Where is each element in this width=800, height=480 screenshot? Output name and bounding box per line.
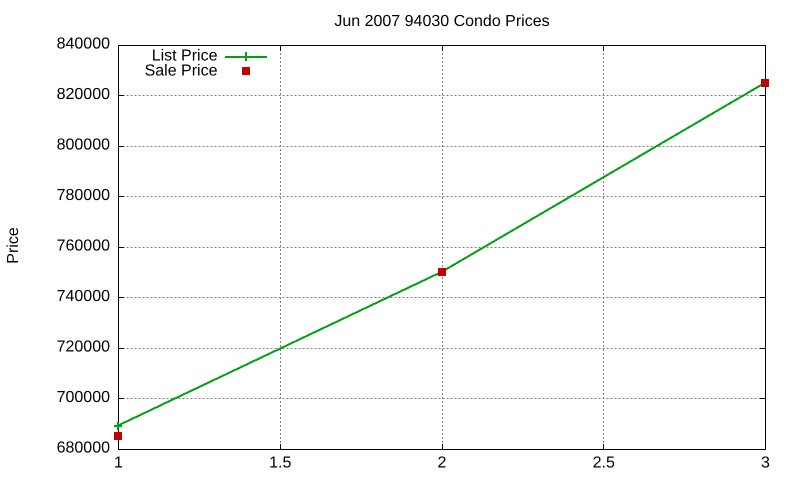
svg-text:760000: 760000 (57, 237, 110, 254)
svg-text:780000: 780000 (57, 187, 110, 204)
svg-text:2: 2 (438, 455, 447, 472)
svg-text:Sale Price: Sale Price (145, 63, 218, 80)
svg-text:List Price: List Price (152, 48, 218, 65)
svg-text:720000: 720000 (57, 338, 110, 355)
svg-text:3: 3 (761, 455, 770, 472)
svg-text:2.5: 2.5 (593, 455, 615, 472)
svg-text:840000: 840000 (57, 35, 110, 52)
svg-text:800000: 800000 (57, 136, 110, 153)
svg-text:1: 1 (114, 455, 123, 472)
svg-text:740000: 740000 (57, 288, 110, 305)
svg-text:820000: 820000 (57, 86, 110, 103)
svg-text:680000: 680000 (57, 439, 110, 456)
svg-text:Jun 2007 94030 Condo Prices: Jun 2007 94030 Condo Prices (334, 13, 549, 30)
svg-text:1.5: 1.5 (269, 455, 291, 472)
svg-text:Price: Price (5, 227, 22, 264)
svg-text:700000: 700000 (57, 389, 110, 406)
